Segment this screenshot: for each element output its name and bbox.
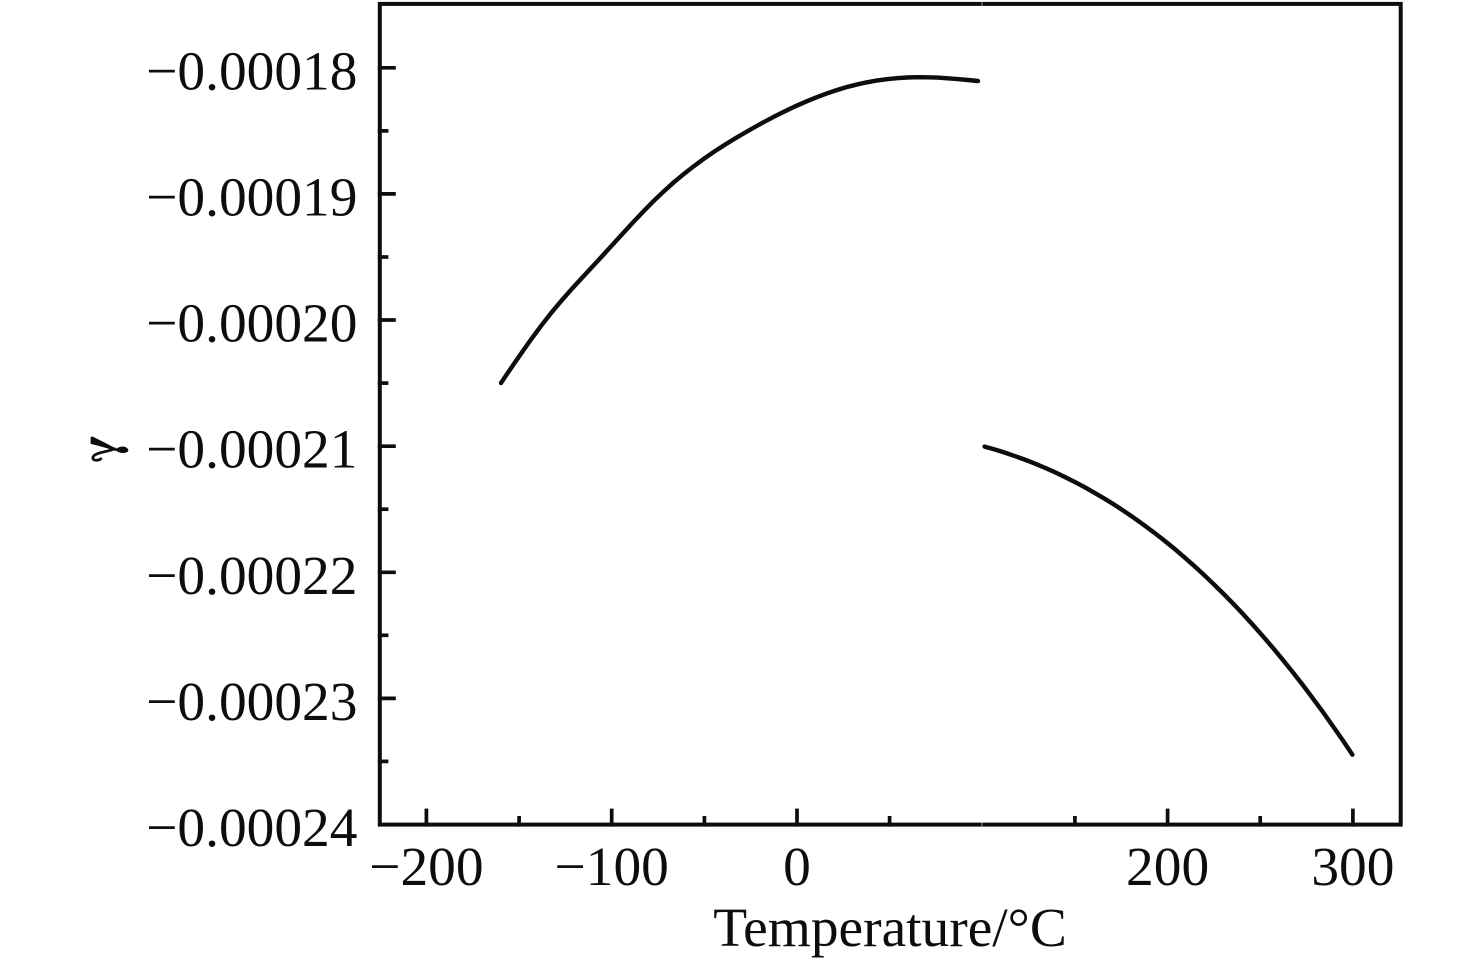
svg-text:−0.00018: −0.00018 [146,40,357,101]
svg-text:−0.00021: −0.00021 [146,419,357,480]
svg-text:−0.00024: −0.00024 [146,797,357,858]
svg-text:Temperature/°C: Temperature/°C [713,897,1067,958]
svg-text:0: 0 [783,836,811,897]
svg-text:300: 300 [1311,836,1394,897]
svg-text:−0.00020: −0.00020 [146,293,357,354]
svg-text:200: 200 [1126,836,1209,897]
svg-text:−0.00019: −0.00019 [146,166,357,227]
svg-text:−0.00022: −0.00022 [146,545,357,606]
svg-text:−0.00023: −0.00023 [146,671,357,732]
svg-text:−100: −100 [555,836,669,897]
svg-text:−200: −200 [369,836,483,897]
